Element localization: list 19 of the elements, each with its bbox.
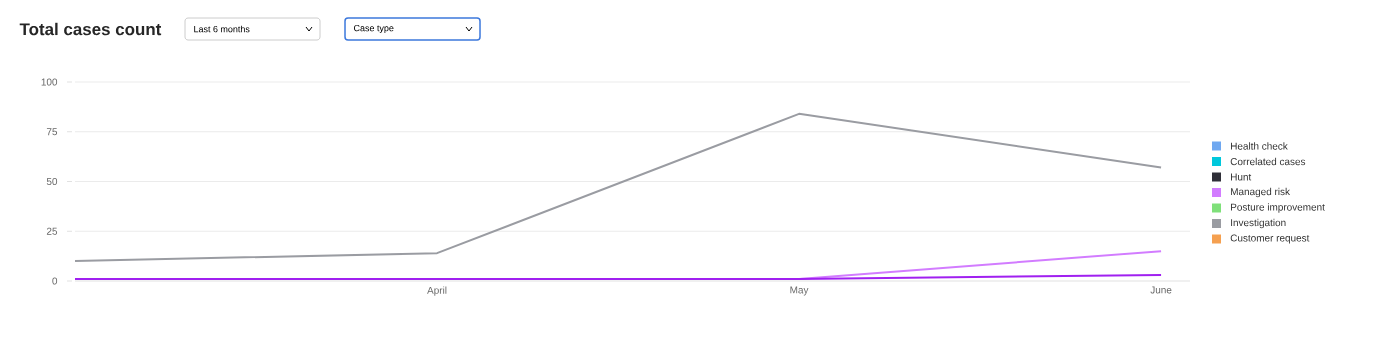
legend-label: Managed risk xyxy=(1231,187,1291,198)
legend-label: Hunt xyxy=(1231,173,1252,181)
legend-label: Health check xyxy=(1231,142,1288,150)
y-tick-label: 100 xyxy=(41,78,58,86)
text: Last 6 months xyxy=(194,25,250,33)
legend-label: Correlated cases xyxy=(1230,157,1306,166)
chart-title: Total cases count xyxy=(19,22,162,36)
y-tick-label: 50 xyxy=(46,177,58,186)
y-tick-label: 25 xyxy=(46,227,58,235)
legend-label: Investigation xyxy=(1231,218,1286,229)
x-tick-label: May xyxy=(790,286,809,296)
legend-label: Customer request xyxy=(1230,234,1310,244)
line-series xyxy=(74,112,1163,263)
legend-label: Posture improvement xyxy=(1231,203,1325,213)
y-tick-label: 75 xyxy=(46,128,58,136)
x-tick-label: April xyxy=(427,286,447,296)
y-tick-label: 0 xyxy=(52,277,58,285)
text: Case type xyxy=(353,24,394,34)
x-tick-label: June xyxy=(1150,286,1172,294)
